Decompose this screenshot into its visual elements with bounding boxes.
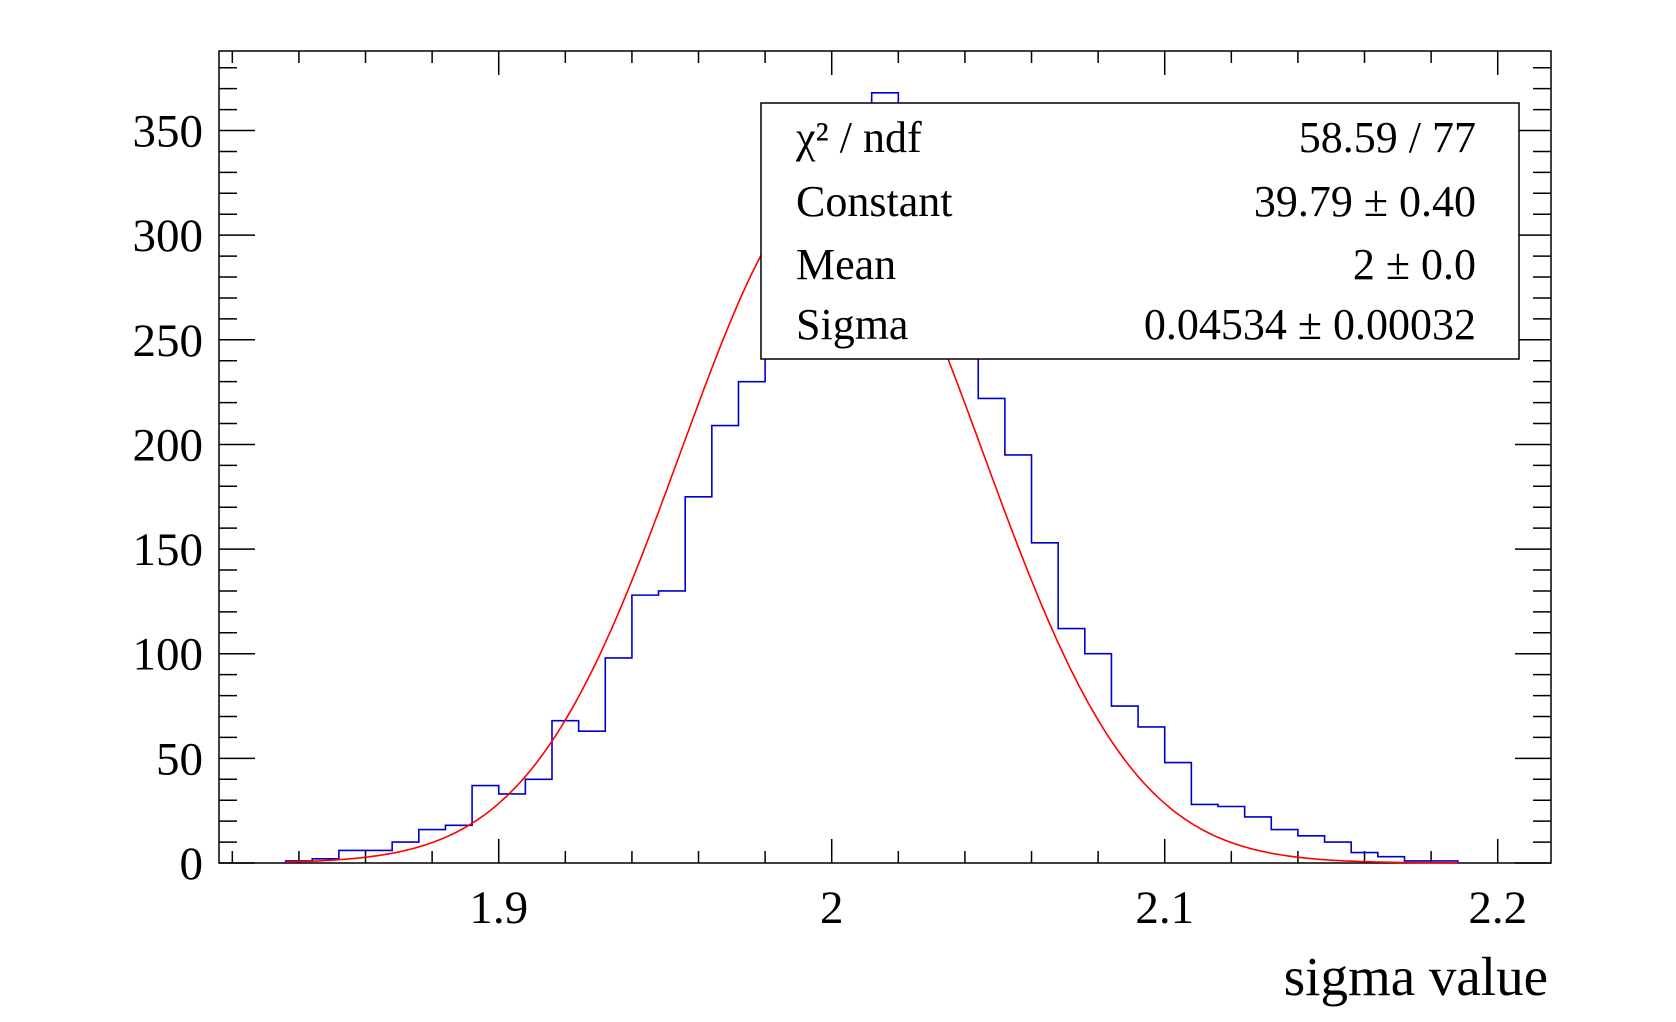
- stats-box-frame: [760, 102, 1520, 360]
- stats-row-chi2-value: 58.59 / 77: [1299, 113, 1476, 162]
- stats-box: χ² / ndf 58.59 / 77 Constant 39.79 ± 0.4…: [760, 102, 1520, 360]
- x-axis-ticks: 1.9 2 2.1 2.2: [231, 51, 1527, 934]
- y-tick-label: 0: [180, 838, 204, 890]
- y-tick-label: 350: [133, 106, 204, 158]
- stats-row-constant-label: Constant: [796, 177, 952, 226]
- x-tick-label: 2: [820, 882, 844, 934]
- stats-row-sigma-label: Sigma: [796, 300, 908, 349]
- stats-row-sigma-value: 0.04534 ± 0.00032: [1144, 300, 1476, 349]
- y-tick-label: 100: [133, 629, 204, 681]
- y-tick-label: 300: [133, 210, 204, 262]
- y-tick-label: 200: [133, 419, 204, 471]
- stats-row-constant-value: 39.79 ± 0.40: [1254, 177, 1476, 226]
- plot-frame: [218, 50, 1552, 864]
- stats-row-mean-label: Mean: [796, 240, 896, 289]
- x-tick-label: 2.2: [1468, 882, 1527, 934]
- x-tick-label: 2.1: [1135, 882, 1194, 934]
- y-tick-label: 250: [133, 315, 204, 367]
- stats-row-mean-value: 2 ± 0.0: [1353, 240, 1476, 289]
- stats-row-chi2-label: χ² / ndf: [795, 113, 922, 162]
- y-axis-ticks: 0 50 100 150 200 250 300 350: [133, 66, 1551, 890]
- y-tick-label: 50: [156, 733, 203, 785]
- x-tick-label: 1.9: [469, 882, 528, 934]
- y-tick-label: 150: [133, 524, 204, 576]
- x-axis-title: sigma value: [1284, 946, 1548, 1007]
